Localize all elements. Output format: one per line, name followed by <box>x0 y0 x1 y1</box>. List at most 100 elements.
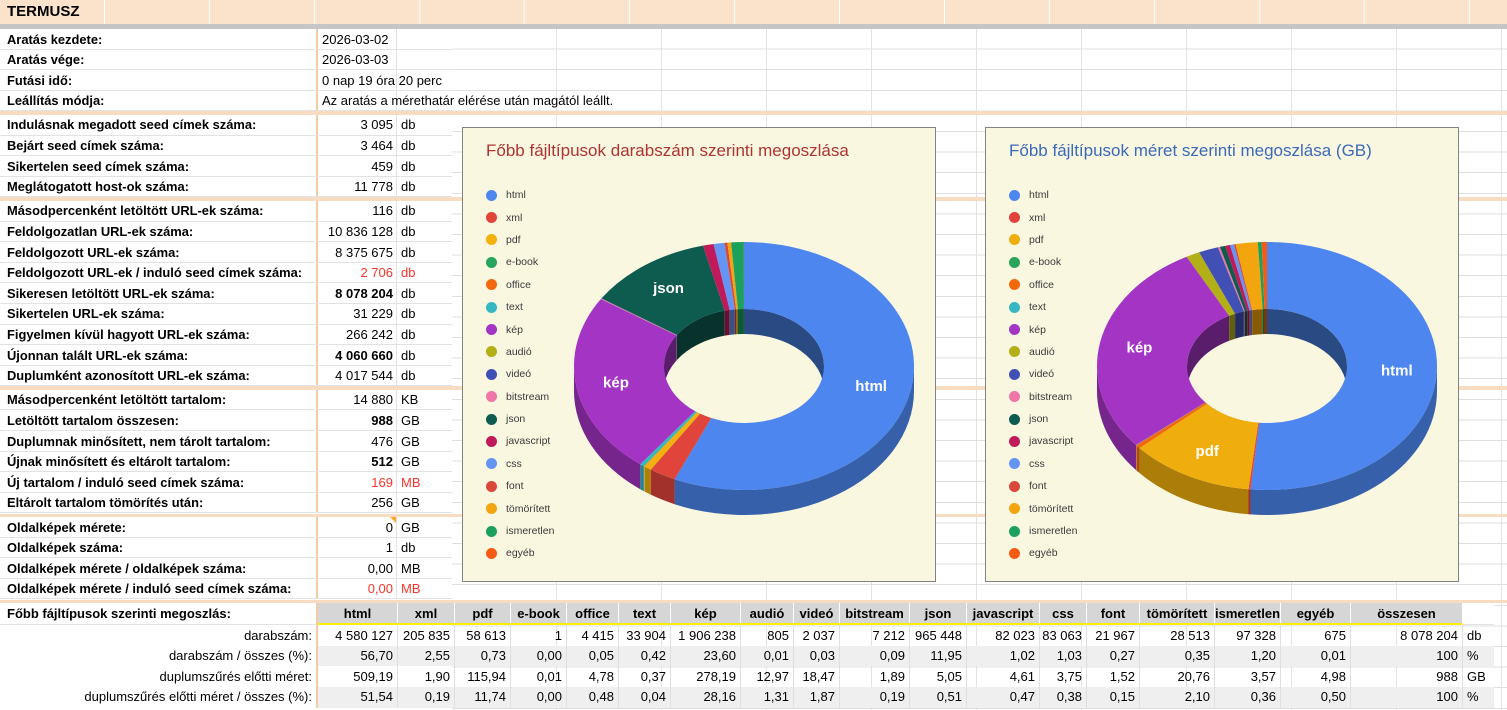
stats-group: Másodpercenként letöltött URL-ek száma: 1… <box>0 200 452 387</box>
stats-value: 14 880 <box>318 389 397 410</box>
donut-slice <box>1097 256 1230 446</box>
stats-row: Duplumként azonosított URL-ek száma: 4 01… <box>0 365 452 387</box>
legend-item: css <box>486 453 554 475</box>
legend-item: pdf <box>486 229 554 251</box>
legend-item: xml <box>486 206 554 228</box>
legend-color-dot <box>1009 189 1020 201</box>
legend-label: css <box>506 457 522 470</box>
table-cell: 56,70 <box>318 645 398 667</box>
legend-label: kép <box>1029 323 1046 336</box>
donut-inner-wall <box>736 309 738 335</box>
table-cell: 1,20 <box>1215 645 1281 667</box>
stats-row: Oldalképek mérete: 0 GB <box>0 517 452 538</box>
stats-value: 31 229 <box>318 303 397 324</box>
legend-label: font <box>506 480 524 493</box>
stats-unit: db <box>401 265 416 281</box>
donut-chart-count: html kép json <box>574 242 914 515</box>
table-cell: 97 328 <box>1215 625 1281 646</box>
donut-side-wall <box>1139 448 1249 515</box>
donut-slice <box>1186 252 1236 316</box>
donut-slice <box>644 412 701 470</box>
legend-item: html <box>486 184 554 206</box>
legend-label: text <box>506 301 523 314</box>
stats-row: Eltárolt tartalom tömörítés után: 256 GB <box>0 492 452 514</box>
column-header: e-book <box>511 603 567 626</box>
stats-row: Feldolgozatlan URL-ek száma: 10 836 128 db <box>0 221 452 243</box>
legend-label: ismeretlen <box>506 525 555 538</box>
legend-label: office <box>1029 278 1054 291</box>
legend-color-dot <box>486 547 497 559</box>
legend-item: e-book <box>486 251 554 273</box>
legend-color-dot <box>1009 324 1020 336</box>
stats-row: Letöltött tartalom összesen: 988 GB <box>0 410 452 432</box>
legend-color-dot <box>486 413 497 425</box>
table-cell: 2,55 <box>398 645 455 667</box>
chart-panel-count: html kép json Főbb fájltípusok darabszám s… <box>462 127 936 582</box>
legend-color-dot <box>1009 212 1020 224</box>
table-row: duplumszűrés előtti méret / összes (%): 5… <box>0 686 1494 708</box>
table-cell: 1,89 <box>840 666 910 687</box>
stats-label: Oldalképek mérete / oldalképek száma: <box>0 558 318 578</box>
donut-inner-wall <box>1267 309 1347 391</box>
stats-label: Indulásnak megadott seed címek száma: <box>0 114 318 135</box>
table-cell: 0,15 <box>1087 686 1140 708</box>
legend-color-dot <box>486 234 497 246</box>
column-header <box>1463 603 1494 626</box>
table-cell: 965 448 <box>910 625 967 646</box>
legend-color-dot <box>1009 346 1020 358</box>
legend-color-dot <box>486 346 497 358</box>
stats-unit: db <box>401 306 416 322</box>
stats-unit <box>397 29 450 49</box>
stats-row: Másodpercenként letöltött tartalom: 14 88… <box>0 389 452 411</box>
table-cell: 1,03 <box>1040 645 1087 667</box>
stats-value: 8 078 204 <box>318 283 397 303</box>
legend-label: egyéb <box>1029 547 1058 560</box>
chart-title-count: Főbb fájltípusok darabszám szerinti mego… <box>486 141 849 160</box>
legend-item: ismeretlen <box>1009 520 1077 542</box>
stats-row: Sikertelen seed címek száma: 459 db <box>0 156 452 177</box>
table-cell: 2 037 <box>794 625 840 646</box>
table-cell: 1 906 238 <box>671 625 741 646</box>
table-cell: 0,48 <box>567 686 619 708</box>
legend-label: office <box>506 278 531 291</box>
legend-label: videó <box>506 368 532 381</box>
column-header: bitstream <box>840 603 910 626</box>
table-cell: 0,36 <box>1215 686 1281 708</box>
table-cell: 28,16 <box>671 686 741 708</box>
legend-item: videó <box>1009 363 1077 385</box>
column-header: font <box>1087 603 1140 626</box>
table-cell: 4 415 <box>567 625 619 646</box>
column-header: videó <box>794 603 840 626</box>
table-cell: 675 <box>1281 625 1351 646</box>
table-cell: 12,97 <box>741 666 794 687</box>
table-cell: 5,05 <box>910 666 967 687</box>
donut-slice <box>1219 245 1248 312</box>
stats-value: 0,00 <box>318 558 397 578</box>
stats-label: Másodpercenként letöltött URL-ek száma: <box>0 200 318 221</box>
legend-color-dot <box>486 324 497 336</box>
stats-unit: GB <box>401 495 420 511</box>
stats-label: Oldalképek mérete: <box>0 517 318 537</box>
donut-inner-wall <box>729 309 735 335</box>
donut-inner-wall <box>1252 309 1263 335</box>
stats-unit: db <box>401 117 416 133</box>
legend-color-dot <box>1009 234 1020 246</box>
table-cell: 0,38 <box>1040 686 1087 708</box>
donut-side-wall <box>650 469 675 505</box>
legend-color-dot <box>1009 279 1020 291</box>
donut-slice <box>1257 242 1265 310</box>
legend-color-dot <box>1009 256 1020 268</box>
table-cell: 0,51 <box>910 686 967 708</box>
legend-label: json <box>506 413 526 426</box>
donut-inner-wall <box>664 335 677 391</box>
stats-panel: Aratás kezdete: 2026-03-02 Aratás vége: 202… <box>0 29 613 603</box>
table-cell: 1,02 <box>967 645 1040 667</box>
stats-unit: MB <box>401 474 421 490</box>
table-cell: 115,94 <box>455 666 511 687</box>
column-header: css <box>1040 603 1087 626</box>
table-cell: 0,47 <box>967 686 1040 708</box>
legend-label: e-book <box>506 256 539 269</box>
table-row: darabszám / összes (%): 56,70 2,55 0,73 0,00… <box>0 645 1494 667</box>
legend-item: pdf <box>1009 229 1077 251</box>
legend-item: kép <box>486 318 554 340</box>
